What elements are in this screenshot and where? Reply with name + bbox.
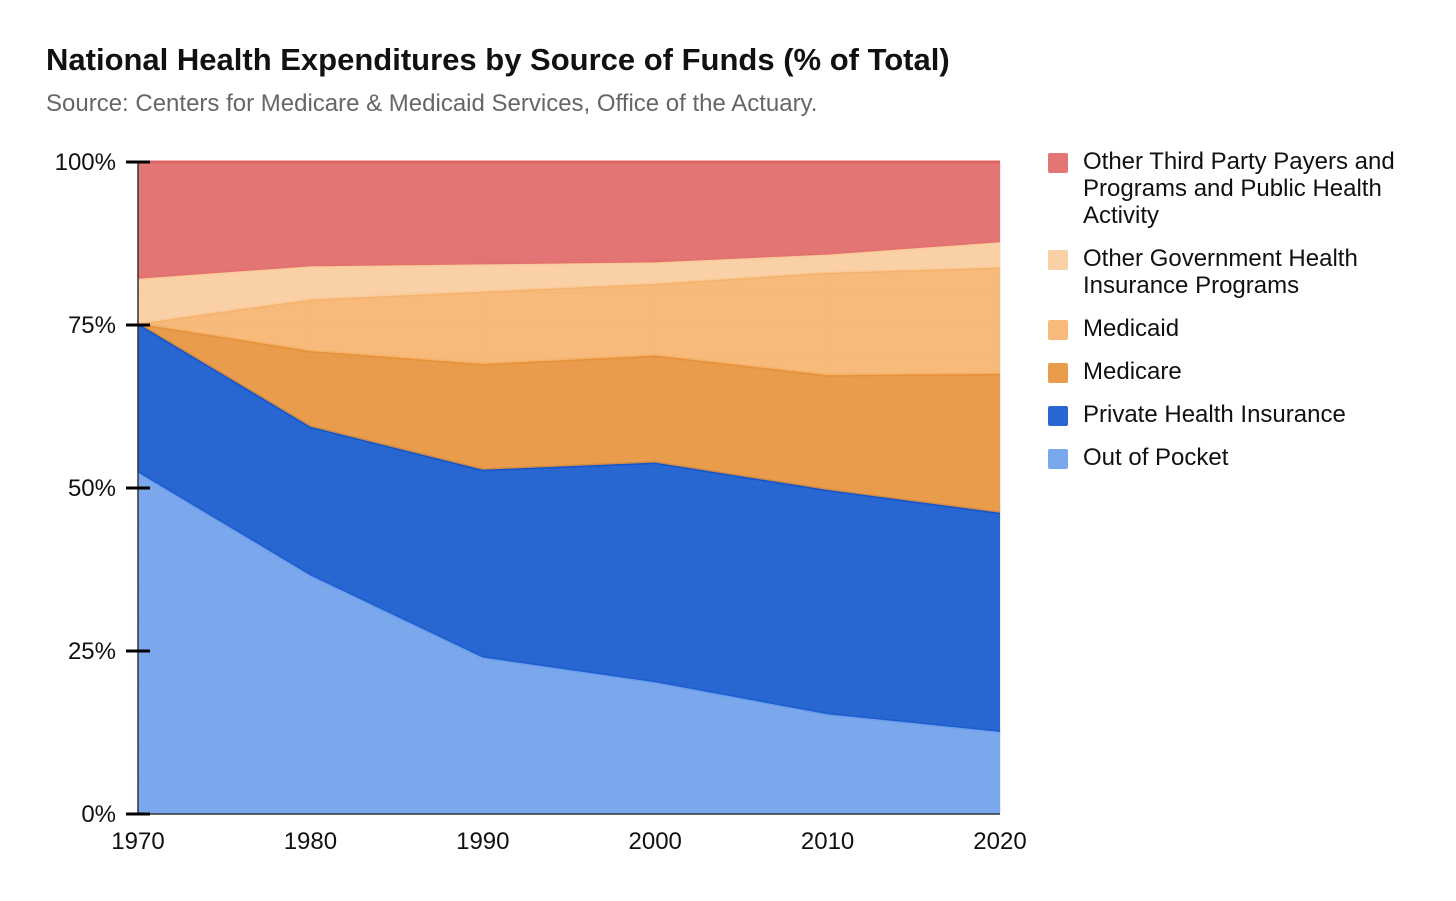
legend-item-other-third-party-payers-and-programs-and-public-health-activity: Other Third Party Payers and Programs an… xyxy=(1048,148,1448,229)
chart-subtitle: Source: Centers for Medicare & Medicaid … xyxy=(46,90,818,117)
legend-label: Out of Pocket xyxy=(1083,444,1229,471)
legend-item-other-government-health-insurance-programs: Other Government Health Insurance Progra… xyxy=(1048,245,1448,299)
legend-swatch xyxy=(1048,449,1068,469)
area-other-government-health-insurance-programs xyxy=(138,242,1000,324)
x-tick-label: 1970 xyxy=(111,828,164,855)
legend-label: Private Health Insurance xyxy=(1083,401,1346,428)
legend-label: Medicare xyxy=(1083,358,1182,385)
legend-swatch xyxy=(1048,320,1068,340)
area-out-of-pocket xyxy=(138,472,1000,814)
chart-legend: Other Third Party Payers and Programs an… xyxy=(1048,148,1448,487)
legend-swatch xyxy=(1048,406,1068,426)
y-tick-label: 100% xyxy=(55,149,116,176)
x-tick-label: 2000 xyxy=(629,828,682,855)
axis-layer: 0% 25% 50% 75% 100% 1970 1980 1990 2000 2010 2020 xyxy=(55,149,1027,855)
legend-swatch xyxy=(1048,250,1068,270)
y-tick-label: 0% xyxy=(81,801,116,828)
area-medicaid xyxy=(138,267,1000,376)
y-tick-label: 50% xyxy=(68,475,116,502)
legend-item-medicaid: Medicaid xyxy=(1048,315,1448,342)
area-other-third-party-payers-and-programs-and-public-health-activity xyxy=(138,162,1000,279)
y-tick-label: 75% xyxy=(68,312,116,339)
legend-label: Other Government Health Insurance Progra… xyxy=(1083,245,1358,299)
y-tick-label: 25% xyxy=(68,638,116,665)
legend-item-medicare: Medicare xyxy=(1048,358,1448,385)
legend-swatch xyxy=(1048,363,1068,383)
legend-swatch xyxy=(1048,153,1068,173)
x-tick-label: 1990 xyxy=(456,828,509,855)
area-private-health-insurance xyxy=(138,323,1000,732)
legend-label: Other Third Party Payers and Programs an… xyxy=(1083,148,1395,229)
legend-item-private-health-insurance: Private Health Insurance xyxy=(1048,401,1448,428)
x-tick-label: 1980 xyxy=(284,828,337,855)
legend-label: Medicaid xyxy=(1083,315,1180,342)
chart-title: National Health Expenditures by Source o… xyxy=(46,42,950,77)
area-layer xyxy=(137,160,1001,814)
x-tick-label: 2020 xyxy=(973,828,1026,855)
x-tick-label: 2010 xyxy=(801,828,854,855)
legend-item-out-of-pocket: Out of Pocket xyxy=(1048,444,1448,471)
